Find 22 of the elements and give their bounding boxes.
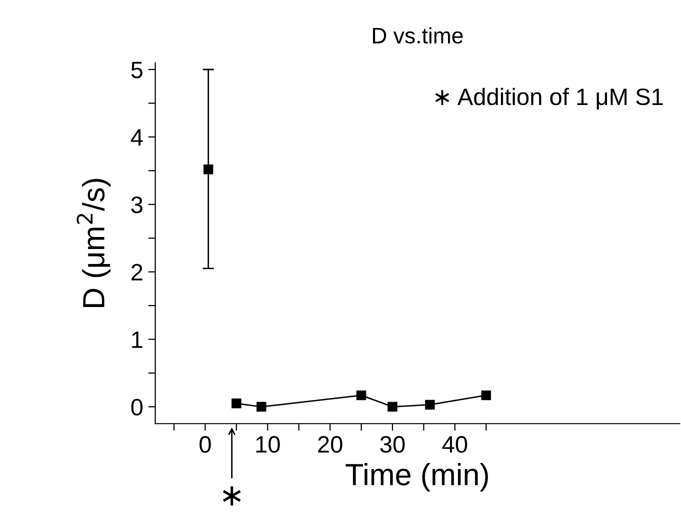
point — [256, 402, 266, 412]
x-tick-label: 40 — [442, 436, 468, 453]
text: ∗ — [222, 486, 241, 506]
x-tick-label: 20 — [318, 436, 342, 453]
y-tick-label: 0 — [131, 398, 143, 416]
chart-title: D vs.time — [372, 27, 463, 44]
x-axis-title: Time (min) — [346, 463, 488, 492]
point — [425, 400, 435, 410]
point — [481, 390, 491, 400]
point — [388, 402, 398, 412]
point — [356, 390, 366, 400]
x-tick-label: 30 — [380, 436, 405, 453]
y-tick-label: 2 — [132, 264, 142, 280]
y-axis-title: D (μm$^{2}$/s) — [76, 178, 111, 307]
y-tick-label: 3 — [131, 196, 142, 214]
x-tick-label: 10 — [256, 436, 280, 453]
y-tick-label: 5 — [131, 62, 142, 78]
y-tick-label: 1 — [132, 332, 142, 348]
point — [232, 398, 242, 408]
y-tick-label: 4 — [130, 129, 143, 146]
annotation: ∗ Addition of 1 μM S1 — [435, 88, 663, 110]
x-tick-label: 0 — [200, 436, 211, 453]
